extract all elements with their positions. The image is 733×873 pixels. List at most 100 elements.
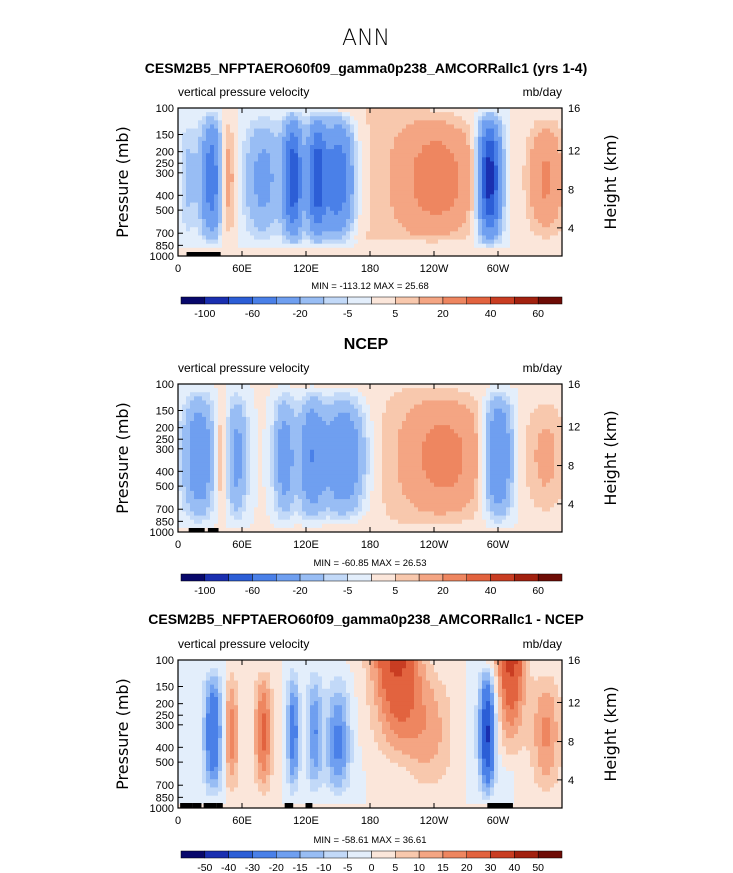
heatmap-cell (202, 392, 207, 397)
y-tick-label: 300 (156, 168, 174, 180)
heatmap-cell (502, 128, 507, 134)
heatmap-cell (182, 186, 187, 191)
heatmap-cell (254, 145, 259, 150)
heatmap-cell (526, 116, 531, 121)
heatmap-cell (274, 478, 279, 484)
heatmap-cell (494, 169, 499, 175)
heatmap-cell (278, 219, 283, 224)
heatmap-cell (178, 482, 183, 488)
heatmap-cell (290, 140, 295, 146)
heatmap-cell (218, 412, 223, 418)
heatmap-cell (190, 136, 195, 142)
heatmap-cell (194, 108, 199, 113)
heatmap-cell (198, 145, 203, 150)
heatmap-cell (346, 206, 351, 212)
heatmap-cell (490, 153, 495, 158)
heatmap-cell (230, 478, 235, 484)
heatmap-cell (182, 503, 187, 508)
heatmap-cell (210, 396, 215, 402)
heatmap-cell (238, 453, 243, 459)
heatmap-cell (334, 408, 339, 414)
heatmap-cell (362, 149, 367, 154)
heatmap-cell (182, 449, 187, 455)
heatmap-cell (410, 116, 415, 121)
heatmap-cell (302, 223, 307, 228)
heatmap-cell (298, 190, 303, 195)
heatmap-cell (346, 157, 351, 163)
heatmap-cell (530, 120, 535, 126)
heatmap-cell (266, 421, 271, 426)
heatmap-cell (222, 239, 227, 245)
heatmap-cell (518, 132, 523, 138)
heatmap-cell (486, 202, 491, 208)
heatmap-cell (178, 404, 183, 410)
heatmap-cell (438, 120, 443, 126)
heatmap-cell (490, 124, 495, 130)
heatmap-cell (518, 165, 523, 171)
heatmap-cell (410, 210, 415, 216)
heatmap-cell (210, 412, 215, 418)
heatmap-cell (554, 202, 559, 208)
heatmap-cell (270, 482, 275, 488)
heatmap-cell (266, 132, 271, 138)
heatmap-cell (326, 120, 331, 126)
heatmap-cell (486, 210, 491, 216)
heatmap-cell (258, 453, 263, 459)
heatmap-cell (230, 384, 235, 389)
heatmap-cell (226, 182, 231, 187)
heatmap-cell (262, 437, 267, 443)
heatmap-cell (446, 112, 451, 117)
heatmap-cell (238, 515, 243, 521)
heatmap-cell (286, 149, 291, 154)
heatmap-cell (450, 243, 455, 249)
heatmap-cell (210, 404, 215, 410)
heatmap-cell (214, 206, 219, 212)
heatmap-cell (422, 169, 427, 175)
heatmap-cell (210, 507, 215, 513)
heatmap-cell (210, 416, 215, 422)
heatmap-cell (310, 412, 315, 418)
heatmap-cell (210, 165, 215, 171)
heatmap-cell (282, 194, 287, 200)
heatmap-cell (254, 458, 259, 463)
heatmap-cell (242, 243, 247, 249)
heatmap-cell (526, 136, 531, 142)
heatmap-cell (278, 112, 283, 117)
heatmap-cell (458, 198, 463, 204)
heatmap-cell (398, 198, 403, 204)
heatmap-cell (514, 140, 519, 146)
y2-tick-label: 4 (568, 223, 574, 235)
heatmap-cell (214, 511, 219, 517)
heatmap-cell (250, 194, 255, 200)
heatmap-cell (422, 243, 427, 249)
heatmap-cell (398, 161, 403, 167)
heatmap-cell (558, 128, 563, 134)
heatmap-cell (506, 128, 511, 134)
heatmap-cell (474, 108, 479, 113)
heatmap-cell (222, 194, 227, 200)
heatmap-cell (210, 408, 215, 414)
heatmap-cell (342, 190, 347, 195)
heatmap-cell (390, 161, 395, 167)
heatmap-cell (178, 235, 183, 241)
heatmap-cell (506, 251, 511, 257)
heatmap-cell (258, 173, 263, 179)
heatmap-cell (202, 400, 207, 406)
heatmap-cell (322, 392, 327, 397)
heatmap-cell (530, 108, 535, 113)
heatmap-cell (254, 392, 259, 397)
heatmap-cell (210, 470, 215, 476)
heatmap-cell (282, 239, 287, 245)
heatmap-cell (226, 223, 231, 228)
heatmap-cell (438, 231, 443, 237)
heatmap-cell (346, 173, 351, 179)
heatmap-cell (190, 169, 195, 175)
heatmap-cell (226, 474, 231, 480)
heatmap-cell (534, 182, 539, 187)
heatmap-cell (314, 453, 319, 459)
heatmap-cell (426, 124, 431, 130)
heatmap-cell (330, 206, 335, 212)
heatmap-cell (206, 482, 211, 488)
heatmap-cell (342, 153, 347, 158)
heatmap-cell (258, 190, 263, 195)
